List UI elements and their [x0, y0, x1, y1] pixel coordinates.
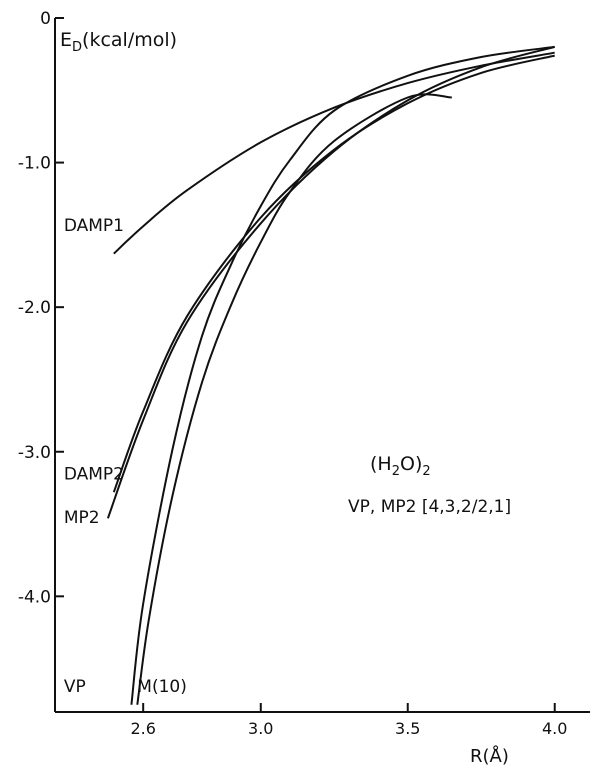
series-label-mp2: MP2: [64, 508, 100, 528]
x-tick-label: 3.5: [395, 719, 420, 738]
series-label-damp2: DAMP2: [64, 464, 124, 484]
tick-group: 2.6 3.0 3.5 4.0 0 -1.0 -2.0 -3.0 -4.0: [18, 9, 568, 738]
annotation-title-sub2: 2: [422, 464, 430, 479]
series-label-damp1: DAMP1: [64, 216, 124, 236]
series-line-vp: [130, 45, 555, 705]
series-label-vp: VP: [64, 677, 86, 697]
series-line-m-10: [136, 93, 452, 705]
x-tick-label: 2.6: [130, 719, 155, 738]
annotation-title-mid: O): [400, 453, 422, 475]
x-axis-label: R(Å): [470, 745, 509, 767]
annotation-subtitle: VP, MP2 [4,3,2/2,1]: [348, 497, 511, 517]
y-tick-label: -2.0: [18, 298, 51, 318]
series-line-damp1: [113, 51, 555, 255]
annotation-title-sub1: 2: [392, 464, 400, 479]
annotation-title: (H2O)2: [370, 453, 431, 479]
y-label-unit: (kcal/mol): [82, 29, 177, 51]
y-axis-label: ED(kcal/mol): [60, 29, 177, 55]
curve-group: [106, 45, 555, 705]
y-tick-label: -1.0: [18, 154, 51, 174]
y-label-sub: D: [72, 40, 82, 55]
y-tick-label: 0: [40, 9, 51, 29]
series-line-damp2: [112, 54, 555, 493]
series-label-m-10: M(10): [137, 677, 187, 697]
x-tick-label: 4.0: [542, 719, 567, 738]
x-tick-label: 3.0: [248, 719, 273, 738]
y-tick-label: -3.0: [18, 443, 51, 463]
y-tick-label: -4.0: [18, 587, 51, 607]
y-label-main: E: [60, 29, 72, 51]
series-label-group: DAMP1 DAMP2 MP2 VP M(10): [64, 216, 187, 697]
annotation-title-main: (H: [370, 453, 392, 475]
series-line-mp2: [106, 45, 555, 519]
